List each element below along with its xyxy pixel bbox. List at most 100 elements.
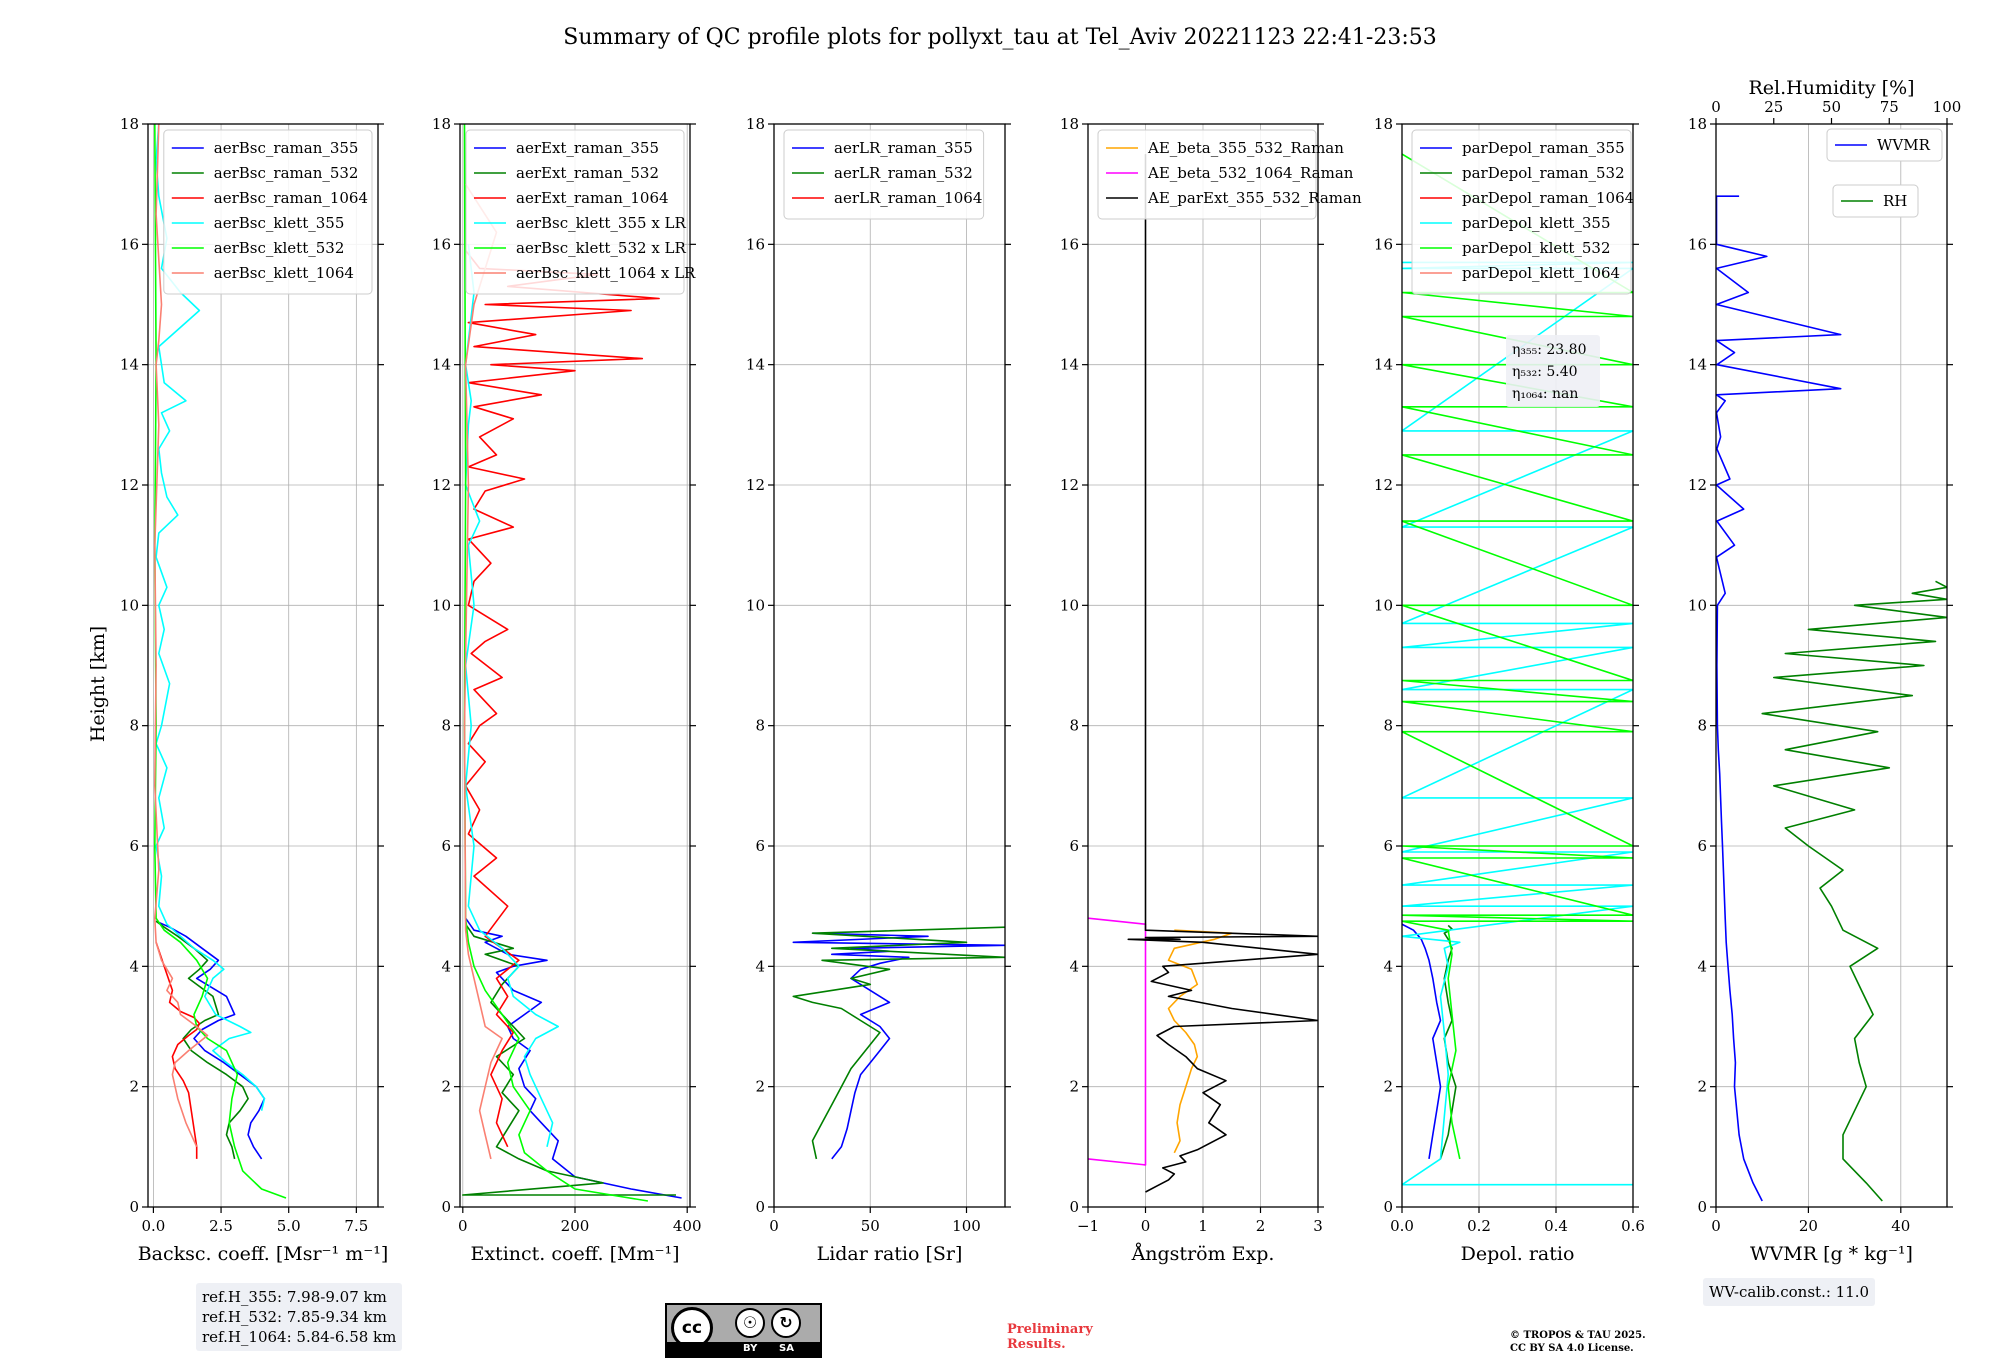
legend-frame [1826,128,1943,162]
y-tick-label: 6 [1697,837,1707,855]
y-tick-label: 0 [755,1198,765,1216]
cc-by-label: BY [743,1343,758,1354]
series-line-WVMR [1716,195,1842,1202]
y-tick-label: 18 [746,115,765,133]
legend: aerLR_raman_355 aerLR_raman_532 aerLR_rama… [783,129,985,220]
x2-tick-label: 100 [1933,98,1962,116]
y-tick-label: 14 [1688,356,1707,374]
series-group [1716,195,1947,1202]
eta-annotation-line: η₃₅₅: 23.80 [1512,342,1586,358]
y-tick-label: 2 [1383,1078,1393,1096]
legend-label: aerBsc_raman_355 [214,139,359,157]
x-tick-label: 400 [673,1217,702,1235]
series-line-aerBsc_raman_1064 [155,942,201,1159]
y-tick-label: 8 [755,717,765,735]
y-tick-label: 10 [1688,596,1707,614]
cc-license-badge: cc ☉ ↻ BY SA [665,1303,822,1358]
y-tick-label: 0 [1697,1198,1707,1216]
y-tick-label: 18 [120,115,139,133]
y-tick-label: 12 [1374,476,1393,494]
y-tick-label: 14 [432,356,451,374]
y-tick-label: 12 [746,476,765,494]
series-group [1402,153,1633,1186]
legend-box-rh: RH [1832,184,1919,218]
ref-height-355: ref.H_355: 7.98-9.07 km [202,1288,387,1306]
x-tick-label: 7.5 [344,1217,368,1235]
y-tick-label: 4 [1383,957,1393,975]
y-tick-label: 14 [1374,356,1393,374]
x-tick-label: 50 [861,1217,880,1235]
reference-height-box: ref.H_355: 7.98-9.07 km ref.H_532: 7.85-… [196,1283,403,1351]
y-tick-label: 10 [1374,596,1393,614]
x2-tick-label: 0 [1711,98,1721,116]
wv-calibration-box: WV-calib.const.: 11.0 [1703,1278,1876,1306]
x2-tick-label: 75 [1880,98,1899,116]
y-tick-label: 14 [1060,356,1079,374]
eta-annotation-line: η₅₃₂: 5.40 [1512,364,1578,380]
series-line-parDepol_raman_532 [1439,924,1457,1160]
legend-label: AE_parExt_355_532_Raman [1147,189,1362,207]
y-tick-label: 0 [441,1198,451,1216]
y-axis-label: Height [km] [87,626,109,742]
legend-frame [163,129,373,295]
share-alike-icon: ↻ [771,1308,801,1338]
y-tick-label: 12 [432,476,451,494]
y-tick-label: 10 [432,596,451,614]
y-tick-label: 16 [120,235,139,253]
y-tick-label: 4 [129,957,139,975]
series-line-aerBsc_klett_355 [155,124,266,1111]
y-tick-label: 12 [1060,476,1079,494]
y-tick-label: 0 [1069,1198,1079,1216]
copyright-line-1: © TROPOS & TAU 2025. [1510,1330,1646,1341]
legend-frame [1097,129,1317,220]
y-tick-label: 10 [746,596,765,614]
cc-badge-bar: BY SA [667,1342,820,1356]
attribution-icon: ☉ [735,1308,765,1338]
profile-panels: 0 2 4 6 8 10 12 14 16 18 0.0 2.5 5.0 7.5 Backsc. coeff… [120,77,1961,1265]
y-tick-label: 4 [441,957,451,975]
legend-label: aerBsc_klett_355 [214,214,345,232]
x-tick-label: 0 [1711,1217,1721,1235]
legend-label: AE_beta_355_532_Raman [1147,139,1344,157]
x-tick-label: 0.0 [141,1217,165,1235]
y-tick-label: 4 [1069,957,1079,975]
y-tick-label: 0 [129,1198,139,1216]
y-tick-label: 18 [1688,115,1707,133]
legend: parDepol_raman_355 parDepol_raman_532 parD… [1411,129,1634,295]
y-tick-label: 14 [746,356,765,374]
panel-5: 0 2 4 6 8 10 12 14 16 18 0.0 0.2 0.4 0.6 Depol. ratio p… [1374,115,1645,1265]
legend-label: aerBsc_klett_1064 [214,264,354,282]
y-tick-label: 16 [1688,235,1707,253]
series-line-aerBsc_raman_532 [155,920,249,1160]
legend-label: RH [1883,192,1907,210]
series-line-RH [1761,580,1947,1202]
y-tick-label: 12 [1688,476,1707,494]
y-tick-label: 16 [1060,235,1079,253]
series-line-aerBsc_klett_1064 x LR [463,183,503,1160]
y-tick-label: 6 [1383,837,1393,855]
ref-height-1064: ref.H_1064: 5.84-6.58 km [202,1328,397,1346]
legend-label: aerExt_raman_355 [516,139,659,157]
legend-label: aerBsc_raman_532 [214,164,359,182]
x-axis-label: Backsc. coeff. [Msr⁻¹ m⁻¹] [138,1243,389,1265]
y-tick-label: 12 [120,476,139,494]
x-axis-label: Depol. ratio [1461,1243,1575,1265]
copyright-line-2: CC BY SA 4.0 License. [1510,1343,1634,1354]
legend-box-wvmr: WVMR [1826,128,1943,162]
ref-height-532: ref.H_532: 7.85-9.34 km [202,1308,387,1326]
legend-label: aerExt_raman_532 [516,164,659,182]
y-tick-label: 16 [1374,235,1393,253]
y-tick-label: 8 [441,717,451,735]
x-tick-label: 5.0 [277,1217,301,1235]
x2-axis-label: Rel.Humidity [%] [1748,77,1914,99]
x-tick-label: 2.5 [209,1217,233,1235]
figure-title: Summary of QC profile plots for pollyxt_… [563,25,1436,50]
legend-label: parDepol_klett_532 [1462,239,1611,257]
legend: AE_beta_355_532_Raman AE_beta_532_1064_Ra… [1097,129,1362,220]
x-axis-label: Extinct. coeff. [Mm⁻¹] [470,1243,679,1265]
wv-calibration-constant: WV-calib.const.: 11.0 [1709,1283,1870,1301]
x-tick-label: 0 [769,1217,779,1235]
series-line-parDepol_klett_532 [1402,153,1633,1160]
legend-label: parDepol_klett_1064 [1462,264,1620,282]
x-tick-label: −1 [1077,1217,1099,1235]
